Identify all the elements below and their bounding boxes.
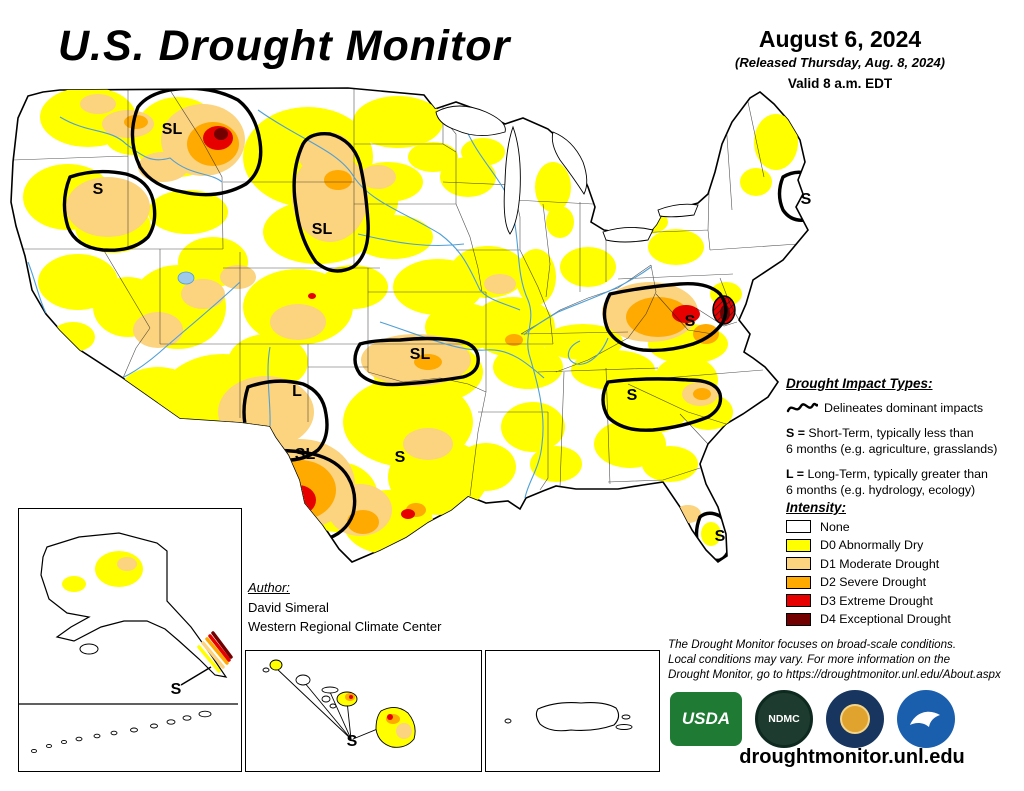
impact-types-heading: Drought Impact Types: <box>786 376 933 391</box>
lake-huron <box>551 131 588 195</box>
usda-logo-text: USDA <box>681 709 731 728</box>
legend-swatch-d3 <box>786 594 811 607</box>
legend-label-d2: D2 Severe Drought <box>820 575 927 589</box>
lake-superior <box>435 105 506 136</box>
puerto-rico-outline <box>535 702 620 732</box>
valid-time: Valid 8 a.m. EDT <box>787 76 893 91</box>
legend-row-d4: D4 Exceptional Drought <box>786 612 1018 626</box>
impact-types-block: Drought Impact Types: Delineates dominan… <box>786 376 1018 498</box>
impact-label-hawaii: S <box>346 733 358 750</box>
lake-ontario <box>657 203 699 218</box>
us-drought-map <box>8 82 830 570</box>
great-lakes <box>435 105 699 243</box>
legend-swatch-d2 <box>786 575 811 589</box>
map-date: August 6, 2024 <box>758 26 922 52</box>
impact-label-colorado-kansas: SL <box>409 346 431 363</box>
hawaii-islands <box>262 659 416 748</box>
legend-label-d3: D3 Extreme Drought <box>820 593 933 608</box>
date-block: August 6, 2024 (Released Thursday, Aug. … <box>700 26 980 91</box>
short-term-definition: S = Short-Term, typically less than 6 mo… <box>786 426 998 456</box>
long-term-definition: L = Long-Term, typically greater than 6 … <box>786 467 988 497</box>
ndmc-logo-text: NDMC <box>768 713 800 725</box>
lake-erie <box>602 227 654 243</box>
disclaimer-text: The Drought Monitor focuses on broad-sca… <box>668 638 1001 681</box>
impact-label-oregon: S <box>92 181 104 198</box>
noaa-logo-icon <box>897 690 955 748</box>
impact-label-southeast: S <box>626 387 638 404</box>
impact-label-northwest: SL <box>161 121 183 138</box>
rivers <box>27 109 652 499</box>
alaska-drought <box>62 551 143 592</box>
author-org: Western Regional Climate Center <box>248 619 442 634</box>
legend-row-none: None <box>786 520 1018 534</box>
ndmc-logo: NDMC <box>755 690 813 748</box>
page-title: U.S. Drought Monitor <box>58 22 511 70</box>
impact-label-montana: SL <box>311 221 333 238</box>
alaska-panhandle-stripes <box>197 631 233 673</box>
lake-michigan <box>503 125 521 235</box>
commerce-seal-emblem <box>840 704 870 734</box>
intensity-legend: Intensity: None D0 Abnormally Dry D1 Mod… <box>786 500 1018 626</box>
great-salt-lake <box>177 271 195 285</box>
delineates-label: Delineates dominant impacts <box>824 401 984 415</box>
legend-label-none: None <box>820 519 850 534</box>
author-block: Author: David Simeral Western Regional C… <box>248 578 441 637</box>
puerto-rico-inset <box>485 650 660 772</box>
hawaii-inset <box>245 650 482 772</box>
impact-label-florida: S <box>714 528 726 545</box>
legend-swatch-none <box>786 520 811 533</box>
legend-row-d3: D3 Extreme Drought <box>786 594 1018 608</box>
legend-row-d2: D2 Severe Drought <box>786 575 1018 589</box>
released-date: (Released Thursday, Aug. 8, 2024) <box>735 55 945 70</box>
hawaii-label-pointers <box>275 667 393 740</box>
alaska-outline <box>40 532 228 678</box>
legend-label-d1: D1 Moderate Drought <box>820 556 940 571</box>
alaska-inset <box>18 508 242 772</box>
logo-row: USDA NDMC <box>670 690 955 748</box>
alaska-svg <box>19 532 238 754</box>
legend-swatch-d0 <box>786 538 811 552</box>
mona-island <box>504 718 512 724</box>
author-heading: Author: <box>248 580 290 595</box>
impact-label-southern-nm: SL <box>294 446 316 463</box>
impact-label-northeast: S <box>800 191 812 208</box>
legend-row-d1: D1 Moderate Drought <box>786 557 1018 571</box>
usda-logo: USDA <box>670 692 742 746</box>
legend-label-d0: D0 Abnormally Dry <box>820 538 924 552</box>
noaa-bird-icon <box>910 711 940 727</box>
delineates-row: Delineates dominant impacts <box>786 400 1018 416</box>
impact-label-southwest: L <box>292 383 302 400</box>
aleutian-islands <box>31 710 212 754</box>
author-name: David Simeral <box>248 599 329 615</box>
vieques-island <box>615 724 633 730</box>
alaska-label-pointer <box>180 666 212 686</box>
intensity-heading: Intensity: <box>786 500 847 515</box>
conus-map-svg <box>10 87 809 563</box>
impact-label-alaska: S <box>170 681 182 698</box>
culebra-island <box>621 714 631 720</box>
puerto-rico-svg <box>504 702 633 732</box>
impact-label-ohio-valley: S <box>684 313 696 330</box>
commerce-seal-icon <box>826 690 884 748</box>
delineation-squiggle-icon <box>786 402 818 413</box>
kodiak-island <box>79 643 99 655</box>
legend-swatch-d4 <box>786 612 811 626</box>
legend-label-d4: D4 Exceptional Drought <box>820 612 951 626</box>
site-url: droughtmonitor.unl.edu <box>739 746 965 768</box>
hawaii-svg <box>262 659 416 748</box>
impact-label-texas: S <box>394 449 406 466</box>
legend-swatch-d1 <box>786 557 811 570</box>
legend-row-d0: D0 Abnormally Dry <box>786 538 1018 552</box>
